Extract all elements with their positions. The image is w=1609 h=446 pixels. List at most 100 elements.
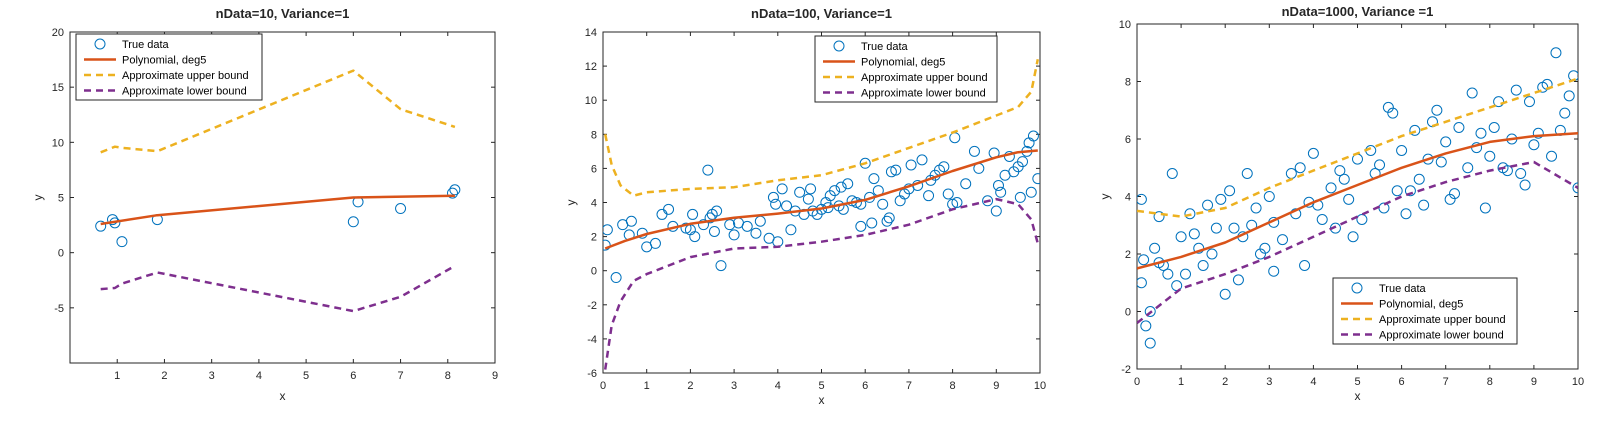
data-point	[728, 229, 740, 241]
data-point	[347, 216, 359, 228]
data-point	[625, 215, 637, 227]
data-point	[395, 203, 407, 215]
legend-label-lower: Approximate lower bound	[122, 86, 247, 98]
data-point	[1149, 242, 1161, 254]
lower-bound-line	[100, 264, 456, 313]
data-point	[1374, 159, 1386, 171]
polynomial-line	[1137, 132, 1578, 270]
data-point	[776, 183, 788, 195]
data-point	[708, 225, 720, 237]
data-point	[1475, 127, 1487, 139]
x-tick-label: 9	[1531, 376, 1537, 388]
legend-label-upper: Approximate upper bound	[122, 70, 249, 82]
data-point	[1294, 162, 1306, 174]
data-point	[877, 198, 889, 210]
data-point	[1263, 191, 1275, 202]
data-point	[1422, 153, 1434, 165]
data-point	[1025, 186, 1037, 198]
y-tick-label: -4	[587, 334, 597, 346]
data-point	[1175, 231, 1187, 243]
x-tick-label: 1	[114, 370, 120, 382]
data-point	[1180, 268, 1192, 280]
data-point	[770, 198, 782, 210]
data-point	[1138, 254, 1150, 266]
data-point	[1277, 234, 1289, 246]
x-tick-label: 7	[1443, 376, 1449, 388]
data-point	[767, 191, 779, 203]
data-point	[1184, 208, 1196, 220]
data-point	[1224, 185, 1236, 197]
subplot-2: nData=100, Variance=1 x y 0 1 2 3 4 5 6 7 8 9 10-6…	[564, 6, 1046, 407]
x-tick-label: 8	[445, 370, 451, 382]
legend-marker-true-data	[1351, 282, 1363, 294]
data-point	[805, 183, 817, 195]
x-tick-label: 8	[950, 380, 956, 392]
legend-box	[75, 33, 263, 101]
data-point	[711, 205, 723, 217]
x-tick-label: 5	[1354, 376, 1360, 388]
data-point	[698, 219, 710, 231]
data-point	[1435, 156, 1447, 168]
data-point	[447, 187, 458, 199]
y-tick-label: 10	[1119, 19, 1131, 31]
legend-label-true_data: True data	[122, 39, 170, 51]
legend-label-upper: Approximate upper bound	[1379, 314, 1506, 326]
x-tick-label: 4	[775, 380, 781, 392]
data-point	[741, 220, 753, 232]
data-point	[951, 197, 963, 208]
data-point	[1453, 122, 1465, 133]
data-point	[802, 193, 814, 205]
data-point	[1137, 193, 1147, 205]
data-point	[1519, 179, 1531, 191]
data-point	[835, 181, 847, 193]
subplot-3: nData=1000, Variance =1 x y 0 1 2 3 4 5 6 7 8 9 10…	[1098, 4, 1584, 403]
series	[1137, 47, 1578, 349]
y-tick-label: 10	[52, 137, 64, 149]
x-tick-label: 10	[1034, 380, 1046, 392]
data-point	[794, 186, 806, 198]
data-point	[890, 164, 902, 176]
data-point	[1219, 288, 1231, 300]
data-point	[1316, 214, 1328, 225]
data-point	[1259, 242, 1271, 254]
data-point	[1307, 147, 1319, 159]
data-point	[702, 164, 714, 176]
data-point	[938, 161, 950, 173]
data-point	[1409, 124, 1421, 136]
data-point	[1268, 265, 1280, 277]
x-tick-label: 1	[1178, 376, 1184, 388]
data-point	[1391, 185, 1403, 197]
data-point	[868, 173, 880, 185]
data-point	[923, 190, 935, 202]
legend-marker-true-data	[94, 38, 106, 50]
legend-label-polynomial: Polynomial, deg5	[861, 57, 945, 69]
x-tick-label: 8	[1487, 376, 1493, 388]
data-point	[663, 203, 675, 215]
data-point	[1440, 136, 1452, 148]
data-point	[1017, 156, 1029, 168]
legend-label-upper: Approximate upper bound	[861, 72, 988, 84]
lower-bound-line	[1137, 160, 1578, 324]
data-point	[95, 220, 107, 232]
data-point	[603, 224, 613, 236]
upper-bound-line	[603, 59, 1040, 197]
data-point	[905, 159, 917, 171]
data-point	[1563, 90, 1575, 102]
data-point	[1382, 101, 1394, 113]
series	[603, 59, 1040, 370]
y-tick-label: -2	[587, 300, 597, 312]
data-point	[1334, 165, 1346, 177]
data-point	[689, 231, 701, 243]
legend-label-true_data: True data	[1379, 283, 1427, 295]
data-point	[1532, 127, 1544, 139]
y-axis-label: y	[31, 195, 45, 201]
data-point	[603, 239, 611, 251]
x-axis-label: x	[280, 389, 286, 403]
lower-bound-line	[603, 197, 1040, 370]
data-point	[1559, 107, 1571, 119]
data-point	[855, 220, 867, 232]
data-point	[1515, 168, 1527, 179]
data-point	[1197, 260, 1209, 271]
